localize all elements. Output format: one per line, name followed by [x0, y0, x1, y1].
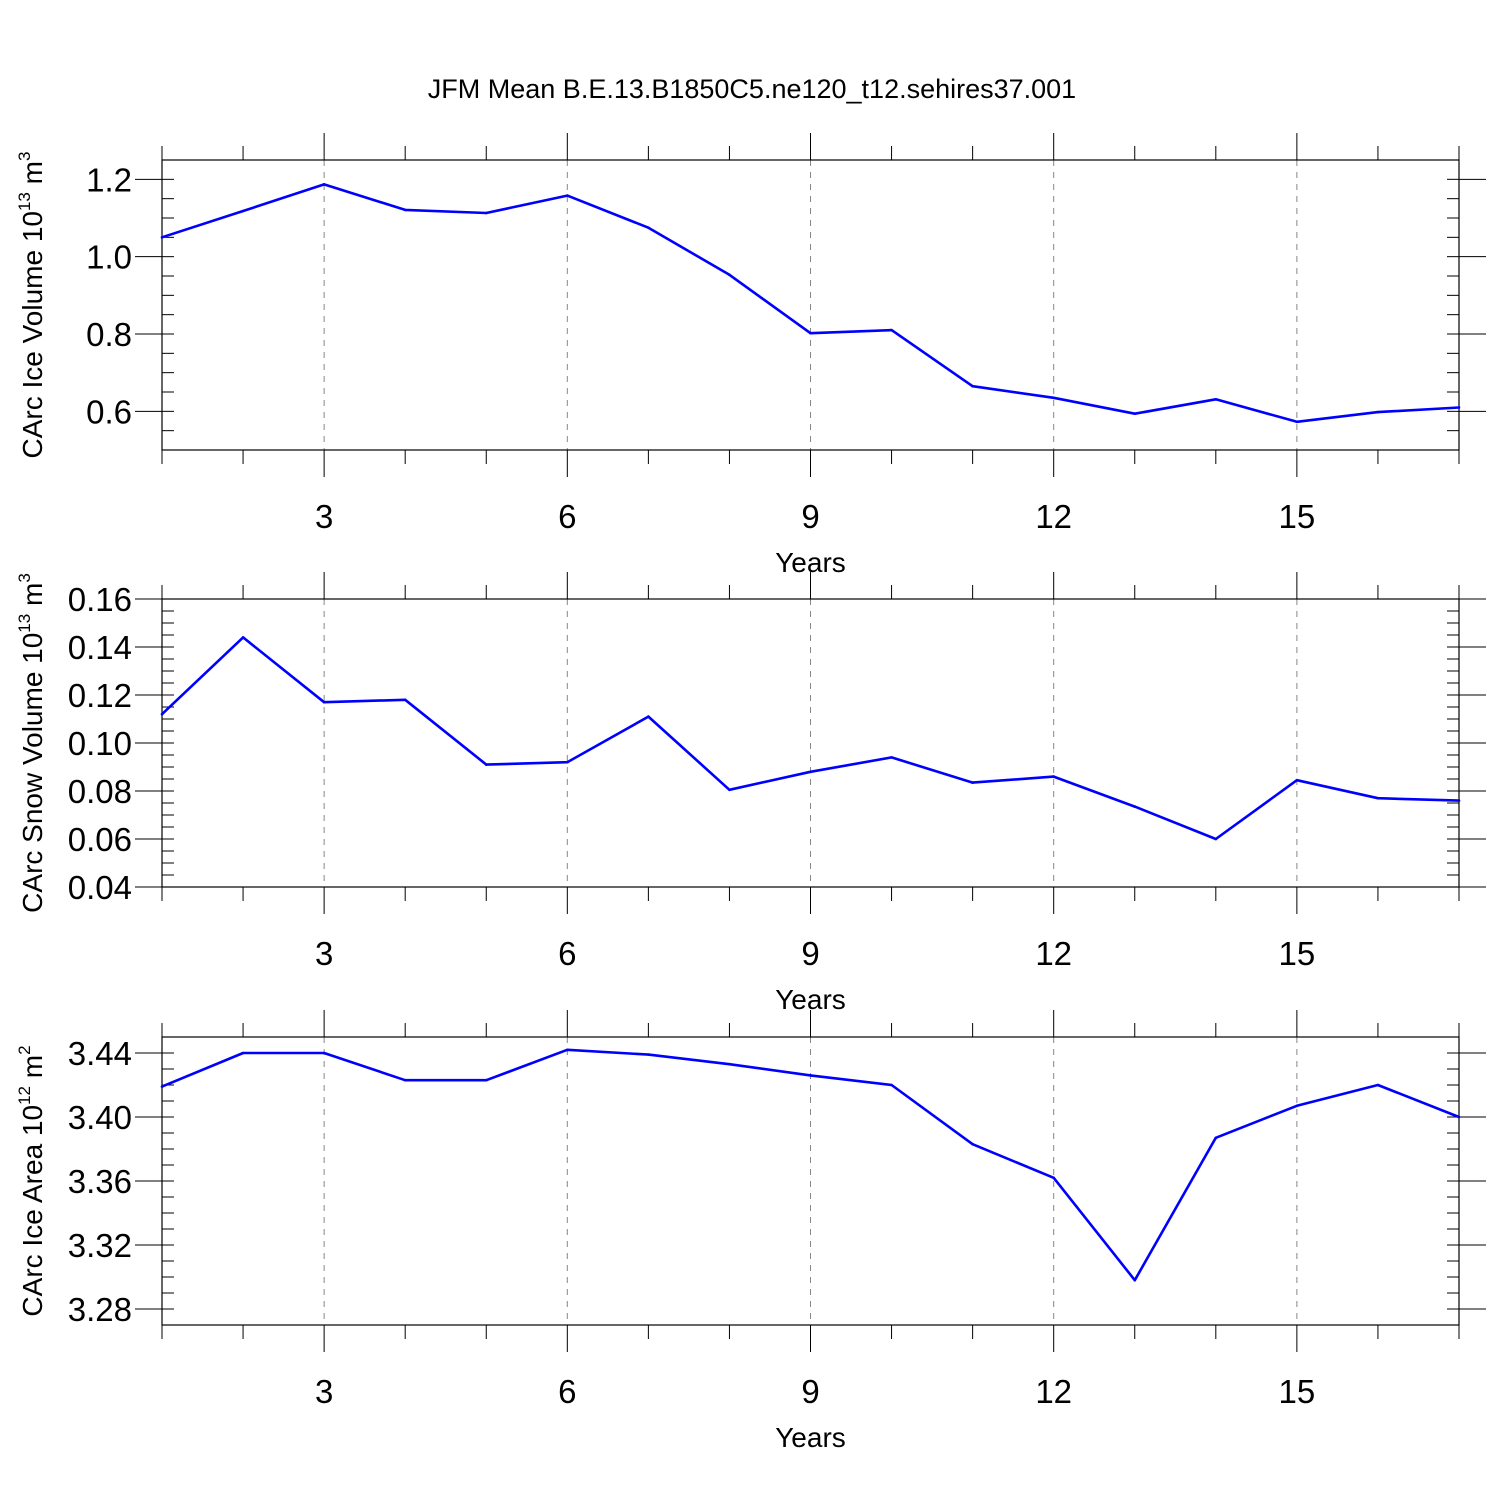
data-point: [1133, 805, 1137, 808]
x-tick-label: 9: [801, 935, 819, 972]
data-point: [728, 1062, 731, 1066]
data-point: [484, 1078, 488, 1082]
data-point: [484, 763, 488, 766]
data-point: [890, 756, 893, 759]
data-point: [566, 194, 569, 197]
x-tick-label: 6: [558, 935, 576, 972]
data-point: [971, 384, 974, 388]
x-tick-label: 6: [558, 498, 576, 535]
data-point: [647, 226, 650, 229]
y-tick-label: 0.14: [68, 629, 132, 666]
data-point: [971, 1142, 974, 1146]
y-tick-label: 0.8: [86, 316, 132, 353]
data-point: [1457, 406, 1461, 409]
data-point: [566, 760, 569, 764]
data-point: [403, 208, 407, 212]
x-tick-label: 9: [801, 498, 819, 535]
x-tick-label: 15: [1279, 935, 1316, 972]
x-tick-label: 12: [1035, 498, 1072, 535]
x-tick-label: 3: [315, 498, 333, 535]
y-axis-title: CArc Ice Area 1012 m2: [15, 1045, 48, 1316]
data-point: [403, 698, 407, 702]
chart-panel-2: 3 6 9 12 15 0.04 0.06 0.08 0.10 0.12 0.14 0.16 Years…: [15, 572, 1486, 1015]
data-point: [1376, 796, 1380, 800]
x-axis-title: Years: [775, 1422, 846, 1453]
y-tick-label: 1.0: [86, 239, 132, 276]
data-point: [160, 236, 164, 239]
data-point: [809, 331, 812, 335]
data-point: [1376, 1083, 1380, 1087]
data-point: [1052, 1176, 1055, 1180]
data-point: [322, 1051, 326, 1055]
data-point: [647, 715, 650, 718]
data-point: [241, 1051, 245, 1055]
data-point: [322, 183, 326, 186]
y-tick-label: 0.16: [68, 581, 132, 618]
data-point: [160, 712, 164, 716]
data-point: [1214, 1136, 1218, 1140]
data-point: [1214, 398, 1218, 401]
data-point: [809, 770, 812, 774]
data-point: [809, 1074, 812, 1077]
data-point: [1457, 1115, 1461, 1119]
data-point: [728, 788, 731, 792]
data-point: [241, 636, 245, 639]
x-tick-label: 9: [801, 1373, 819, 1410]
y-tick-label: 0.06: [68, 821, 132, 858]
x-tick-label: 12: [1035, 935, 1072, 972]
data-point: [1295, 778, 1299, 782]
y-tick-label: 0.04: [68, 869, 132, 906]
x-tick-label: 6: [558, 1373, 576, 1410]
x-tick-label: 3: [315, 935, 333, 972]
data-point: [160, 1085, 164, 1088]
x-tick-label: 15: [1279, 498, 1316, 535]
data-point: [484, 211, 488, 215]
y-tick-label: 3.28: [68, 1291, 132, 1328]
data-point: [728, 273, 731, 277]
data-point: [566, 1048, 569, 1052]
data-point: [647, 1053, 650, 1056]
data-point: [241, 209, 245, 213]
y-axis-title: CArc Ice Volume 1013 m3: [15, 152, 48, 459]
data-point: [1214, 837, 1218, 841]
data-point: [1457, 799, 1461, 802]
data-point: [1052, 775, 1055, 778]
y-tick-label: 0.12: [68, 677, 132, 714]
x-tick-label: 15: [1279, 1373, 1316, 1410]
y-tick-label: 0.08: [68, 773, 132, 810]
data-point: [1295, 420, 1299, 424]
data-point: [890, 1083, 893, 1087]
chart-title: JFM Mean B.E.13.B1850C5.ne120_t12.sehire…: [428, 74, 1076, 104]
y-tick-label: 1.2: [86, 161, 132, 198]
data-point: [403, 1078, 407, 1082]
data-point: [1133, 1278, 1137, 1282]
data-point: [971, 781, 974, 784]
y-tick-label: 0.10: [68, 725, 132, 762]
data-point: [1295, 1104, 1299, 1108]
data-point: [1376, 410, 1380, 414]
y-tick-label: 3.44: [68, 1035, 132, 1072]
y-axis-title: CArc Snow Volume 1013 m3: [15, 573, 48, 913]
data-point: [1052, 396, 1055, 400]
y-tick-label: 3.40: [68, 1099, 132, 1136]
data-point: [1133, 412, 1137, 415]
y-tick-label: 3.36: [68, 1163, 132, 1200]
x-tick-label: 12: [1035, 1373, 1072, 1410]
y-tick-label: 3.32: [68, 1227, 132, 1264]
x-tick-label: 3: [315, 1373, 333, 1410]
data-point: [890, 328, 893, 332]
x-axis-title: Years: [775, 984, 846, 1015]
y-tick-label: 0.6: [86, 393, 132, 430]
data-point: [322, 700, 326, 704]
chart-panel-3: 3 6 9 12 15 3.28 3.32 3.36 3.40 3.44 Years CArc Ice…: [15, 1010, 1486, 1453]
